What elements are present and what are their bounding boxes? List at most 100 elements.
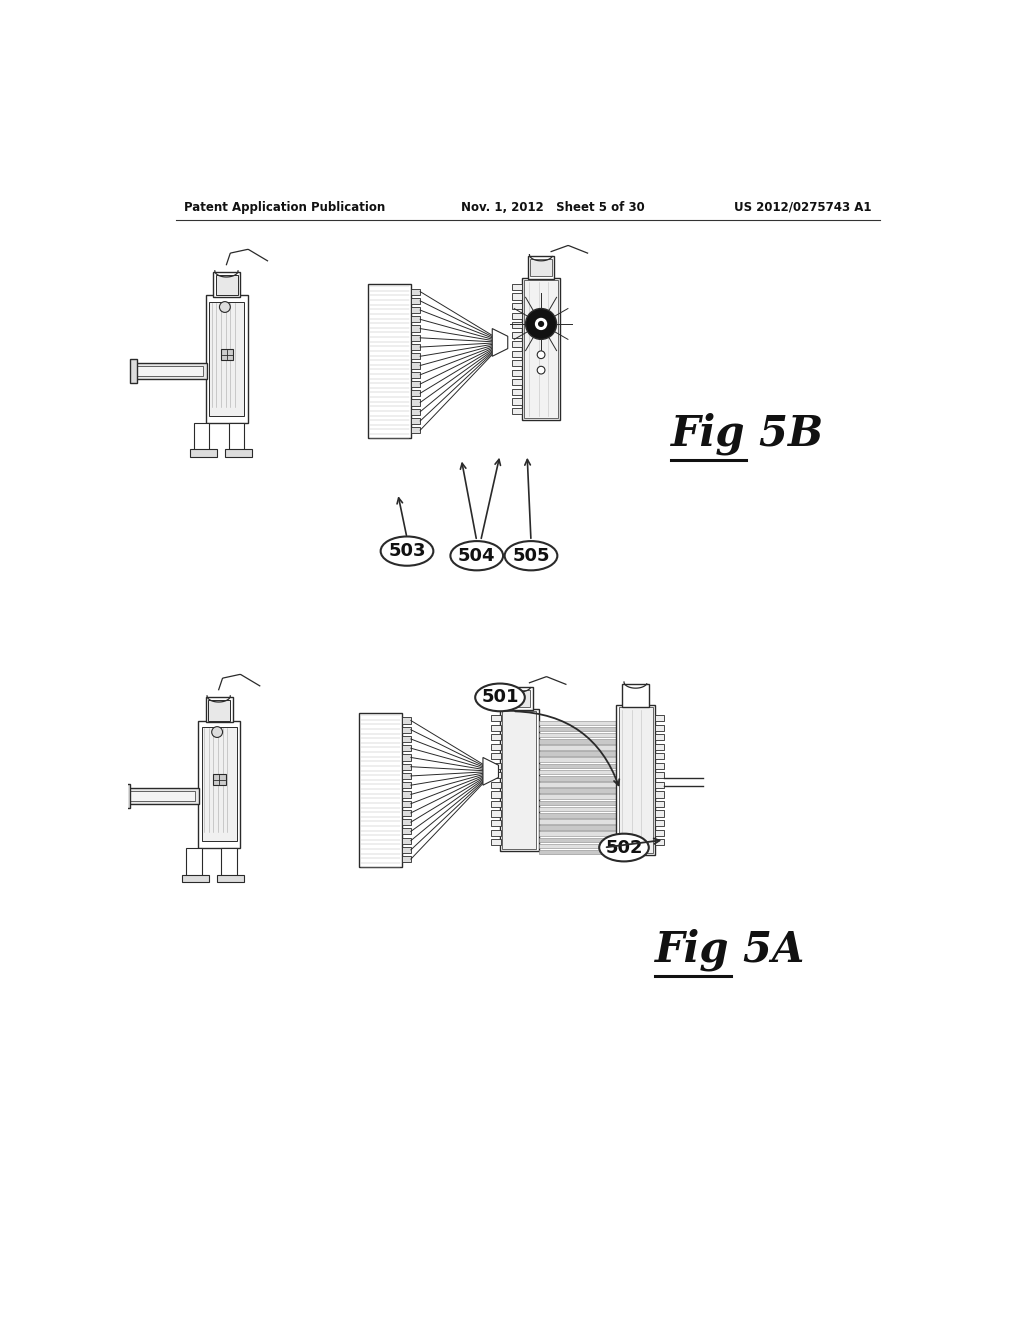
Bar (539, 825, 616, 830)
Bar (539, 838, 616, 842)
Ellipse shape (381, 536, 433, 566)
Bar (506, 688, 532, 710)
Bar (539, 751, 616, 756)
Bar (213, 775, 225, 785)
Bar (512, 313, 522, 318)
Bar (655, 820, 665, 826)
Bar (411, 409, 420, 414)
Text: Fig 5B: Fig 5B (671, 412, 823, 455)
Bar (490, 734, 501, 741)
Circle shape (538, 367, 545, 374)
Bar (539, 781, 616, 787)
Circle shape (535, 318, 547, 330)
Bar (530, 259, 552, 276)
Bar (512, 379, 522, 385)
Bar (490, 840, 501, 845)
Text: Fig 5A: Fig 5A (655, 928, 805, 970)
Bar (490, 715, 501, 721)
Bar (401, 818, 411, 825)
Bar (206, 697, 232, 722)
Bar (655, 792, 665, 797)
Bar (490, 801, 501, 807)
Bar (411, 298, 420, 304)
Bar (401, 781, 411, 788)
Bar (512, 293, 522, 300)
Bar (411, 345, 420, 350)
Bar (194, 422, 209, 453)
Bar (401, 857, 411, 862)
Bar (411, 354, 420, 359)
Bar (401, 763, 411, 770)
Bar (225, 449, 252, 457)
Ellipse shape (475, 684, 524, 711)
Bar (401, 800, 411, 807)
Bar (209, 302, 245, 416)
Bar (512, 341, 522, 347)
Bar (512, 399, 522, 404)
Bar (401, 847, 411, 853)
Bar (401, 744, 411, 751)
Bar (509, 690, 530, 708)
Bar (401, 726, 411, 733)
Text: US 2012/0275743 A1: US 2012/0275743 A1 (734, 201, 872, 214)
Bar (228, 422, 245, 453)
Circle shape (538, 321, 544, 327)
Bar (539, 818, 616, 824)
Bar (136, 363, 207, 379)
Bar (539, 813, 616, 817)
Bar (539, 843, 616, 849)
Bar (528, 256, 554, 280)
Bar (411, 335, 420, 341)
Bar (539, 739, 616, 743)
Bar (411, 289, 420, 294)
Bar (512, 304, 522, 309)
Bar (539, 763, 616, 768)
Bar (539, 832, 616, 836)
Bar (521, 277, 560, 420)
Polygon shape (483, 758, 499, 785)
Bar (411, 391, 420, 396)
Text: 502: 502 (605, 838, 643, 857)
Bar (490, 829, 501, 836)
Bar (202, 726, 237, 841)
Bar (411, 326, 420, 331)
Bar (401, 829, 411, 834)
Bar (401, 838, 411, 843)
Bar (539, 807, 616, 812)
Bar (490, 725, 501, 731)
Bar (411, 418, 420, 424)
Ellipse shape (451, 541, 503, 570)
Bar (128, 788, 200, 804)
Bar (182, 875, 209, 882)
Bar (213, 272, 241, 297)
Bar (411, 308, 420, 313)
Bar (655, 743, 665, 750)
Bar (411, 317, 420, 322)
Bar (208, 701, 230, 721)
Bar (539, 744, 616, 750)
Bar (490, 820, 501, 826)
Text: Nov. 1, 2012   Sheet 5 of 30: Nov. 1, 2012 Sheet 5 of 30 (461, 201, 645, 214)
Bar (490, 781, 501, 788)
Bar (539, 733, 616, 738)
Bar (137, 366, 203, 376)
Bar (539, 721, 616, 725)
Bar (524, 280, 558, 418)
Text: 505: 505 (512, 546, 550, 565)
Bar (512, 360, 522, 367)
Bar (539, 758, 616, 762)
Text: 504: 504 (458, 546, 496, 565)
Bar (411, 372, 420, 378)
Bar (490, 754, 501, 759)
Bar (130, 359, 137, 383)
Bar (616, 705, 655, 855)
Polygon shape (493, 329, 508, 356)
Bar (490, 810, 501, 817)
Bar (655, 725, 665, 731)
Bar (401, 774, 411, 779)
Ellipse shape (599, 834, 649, 862)
Bar (539, 795, 616, 799)
Bar (198, 721, 241, 847)
Bar (411, 381, 420, 387)
Circle shape (212, 726, 222, 738)
